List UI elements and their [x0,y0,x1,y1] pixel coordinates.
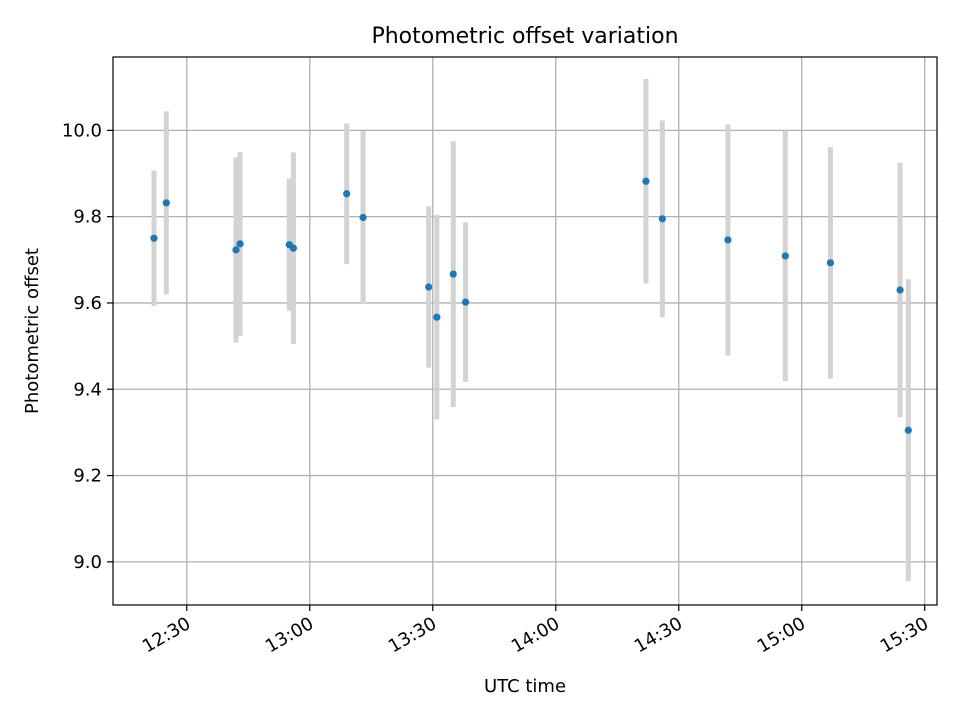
x-tick-label: 13:00 [262,613,317,657]
x-tick-label: 15:00 [754,613,809,657]
y-tick-label: 9.4 [73,379,102,400]
data-point [232,246,240,254]
data-points [150,177,912,434]
data-point [433,313,441,321]
data-point [289,244,297,252]
data-point [359,213,367,222]
data-point [826,259,835,267]
y-tick-label: 9.8 [73,207,102,228]
data-point [150,234,158,242]
x-tick-label: 14:00 [508,613,563,657]
data-point [425,283,433,291]
plot-frame [112,56,938,606]
data-point [904,426,912,434]
y-tick-label: 9.0 [73,552,102,573]
data-point [449,270,457,278]
x-tick-label: 13:30 [385,613,440,657]
data-point [724,236,732,244]
data-point [658,215,666,223]
x-axis-label: UTC time [484,676,566,697]
grid [113,57,937,605]
data-point [162,199,170,207]
data-point [896,286,904,294]
data-point [642,177,650,185]
x-axis: 12:30 13:00 13:30 14:00 14:30 15:00 15:30 [139,605,932,657]
data-point [781,252,789,260]
data-point [236,240,244,248]
chart-title: Photometric offset variation [371,24,678,49]
y-axis-label: Photometric offset [22,248,43,414]
errorbars [151,79,911,582]
x-tick-label: 12:30 [139,613,194,657]
x-tick-label: 14:30 [631,613,686,657]
x-tick-label: 15:30 [877,613,932,657]
data-point [343,190,351,198]
y-tick-label: 9.6 [73,293,102,314]
y-tick-label: 10.0 [62,120,102,141]
y-tick-label: 9.2 [73,466,102,487]
data-point [461,298,470,306]
y-axis: 9.0 9.2 9.4 9.6 9.8 10.0 [62,120,113,573]
